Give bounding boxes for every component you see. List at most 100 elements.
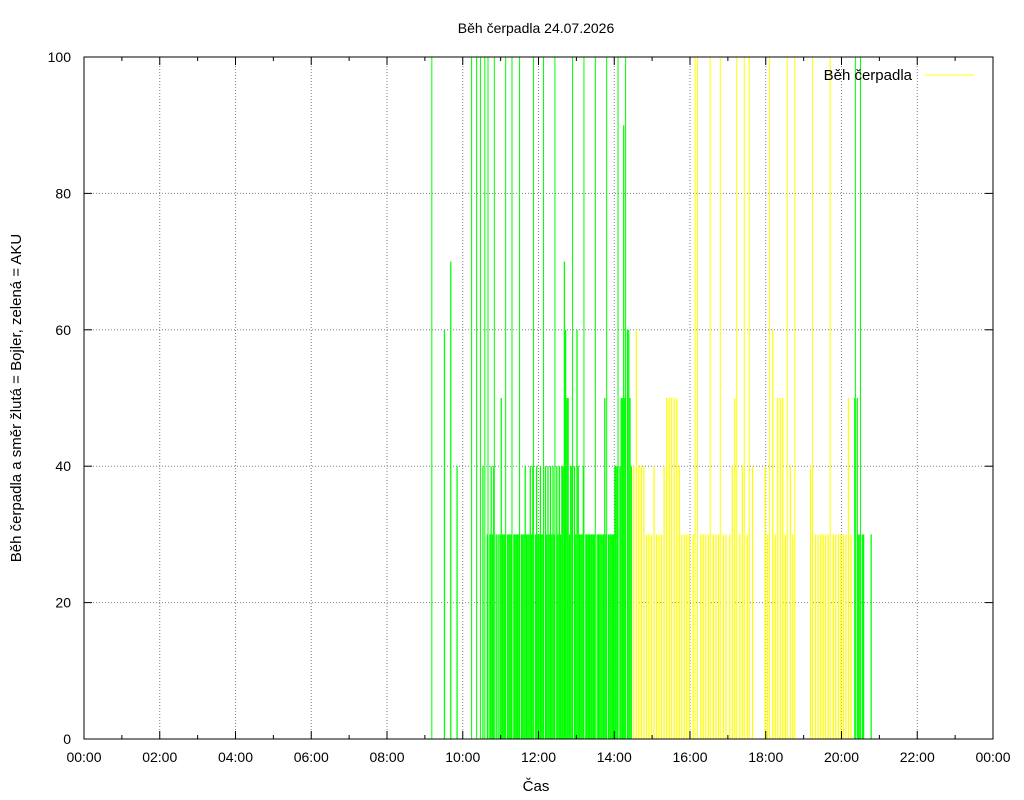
pump-run-bar xyxy=(751,466,754,739)
legend-label: Běh čerpadla xyxy=(824,67,913,84)
y-tick-label: 100 xyxy=(48,49,72,65)
pump-run-bar xyxy=(707,534,709,739)
pump-run-bar xyxy=(557,534,559,739)
pump-run-bar xyxy=(573,466,576,739)
pump-run-bar xyxy=(610,534,612,739)
pump-run-bar xyxy=(571,466,573,739)
pump-run-bar xyxy=(508,534,510,739)
pump-run-bar xyxy=(666,398,668,739)
pump-run-bar xyxy=(456,466,458,739)
pump-run-bar xyxy=(772,329,774,739)
pump-run-bar xyxy=(638,466,640,739)
pump-run-bar xyxy=(688,534,690,739)
pump-run-bar xyxy=(832,534,834,739)
pump-run-bar xyxy=(789,466,791,739)
pump-run-bar xyxy=(562,466,564,739)
pump-run-bar xyxy=(482,466,484,739)
pump-run-bar xyxy=(604,398,606,739)
pump-run-bar xyxy=(486,534,488,739)
pump-run-bar xyxy=(616,466,619,739)
pump-run-bar xyxy=(614,466,616,739)
pump-run-bar xyxy=(673,398,675,739)
pump-run-bar xyxy=(523,534,525,739)
pump-run-bar xyxy=(600,534,602,739)
pump-run-bar xyxy=(825,534,827,739)
pump-run-bar xyxy=(535,466,538,739)
pump-run-bar xyxy=(596,534,598,739)
pump-run-bar xyxy=(658,534,660,739)
pump-run-bar xyxy=(623,125,625,739)
pump-run-bar xyxy=(552,466,554,739)
pump-run-bar xyxy=(717,534,720,739)
pump-run-bar xyxy=(653,466,655,739)
pump-run-bar xyxy=(607,534,610,739)
pump-run-bar xyxy=(676,398,678,739)
pump-run-bar xyxy=(702,534,704,739)
pump-run-bar xyxy=(504,534,506,739)
pump-run-bar xyxy=(715,534,717,739)
pump-run-bar xyxy=(538,534,540,739)
pump-run-bar xyxy=(587,534,589,739)
pump-run-bar xyxy=(809,466,812,739)
pump-run-bar xyxy=(847,398,850,739)
pump-run-bar xyxy=(774,534,776,739)
pump-run-bar xyxy=(497,534,499,739)
pump-run-bar xyxy=(514,534,516,739)
pump-run-bar xyxy=(668,398,670,739)
pump-run-bar xyxy=(712,534,714,739)
pump-run-bar xyxy=(489,534,491,739)
pump-run-bar xyxy=(626,329,629,739)
pump-run-bar xyxy=(592,534,595,739)
pump-run-bar xyxy=(539,466,542,739)
pump-run-bar xyxy=(515,534,518,739)
pump-run-bar xyxy=(570,466,572,739)
x-tick-label: 14:00 xyxy=(597,749,632,765)
pump-run-bar xyxy=(513,534,515,739)
pump-run-bar xyxy=(590,534,592,739)
x-tick-label: 18:00 xyxy=(748,749,783,765)
pump-run-bar xyxy=(580,534,582,739)
pump-run-bar xyxy=(861,534,863,739)
pump-run-bar xyxy=(620,398,622,739)
x-tick-label: 00:00 xyxy=(66,749,101,765)
x-tick-label: 16:00 xyxy=(672,749,707,765)
pump-run-bar xyxy=(739,534,741,739)
pump-run-bar xyxy=(767,534,769,739)
pump-run-bar xyxy=(546,534,548,739)
pump-run-bar xyxy=(534,534,536,739)
pump-run-bar xyxy=(578,534,581,739)
pump-run-bar xyxy=(556,466,558,739)
x-tick-label: 08:00 xyxy=(369,749,404,765)
pump-run-bar xyxy=(495,534,497,739)
pump-run-bar xyxy=(509,534,511,739)
pump-run-bar xyxy=(628,329,630,739)
pump-run-bar xyxy=(532,466,534,739)
pump-run-bar xyxy=(817,534,819,739)
pump-run-bar xyxy=(722,534,725,739)
pump-run-bar xyxy=(517,534,519,739)
series-1-bars xyxy=(633,57,852,739)
pump-run-bar xyxy=(845,534,847,739)
pump-run-bar xyxy=(577,466,579,739)
pump-run-bar xyxy=(549,466,552,739)
pump-run-bar xyxy=(602,534,605,739)
x-tick-label: 22:00 xyxy=(900,749,935,765)
pump-run-bar xyxy=(671,398,673,739)
pump-run-bar xyxy=(678,466,680,739)
pump-run-bar xyxy=(850,534,852,739)
x-tick-label: 12:00 xyxy=(521,749,556,765)
pump-run-bar xyxy=(611,534,613,739)
pump-run-bar xyxy=(589,534,591,739)
pump-run-bar xyxy=(630,466,632,739)
pump-run-bar xyxy=(705,534,707,739)
pump-run-bar xyxy=(854,398,856,739)
x-tick-label: 00:00 xyxy=(975,749,1010,765)
pump-run-bar xyxy=(856,398,858,739)
pump-run-bar xyxy=(510,534,512,739)
x-tick-label: 02:00 xyxy=(142,749,177,765)
pump-run-bar xyxy=(729,534,731,739)
pump-run-bar xyxy=(612,534,615,739)
pump-run-bar xyxy=(655,534,658,739)
pump-run-bar xyxy=(518,534,520,739)
pump-run-bar xyxy=(820,534,822,739)
